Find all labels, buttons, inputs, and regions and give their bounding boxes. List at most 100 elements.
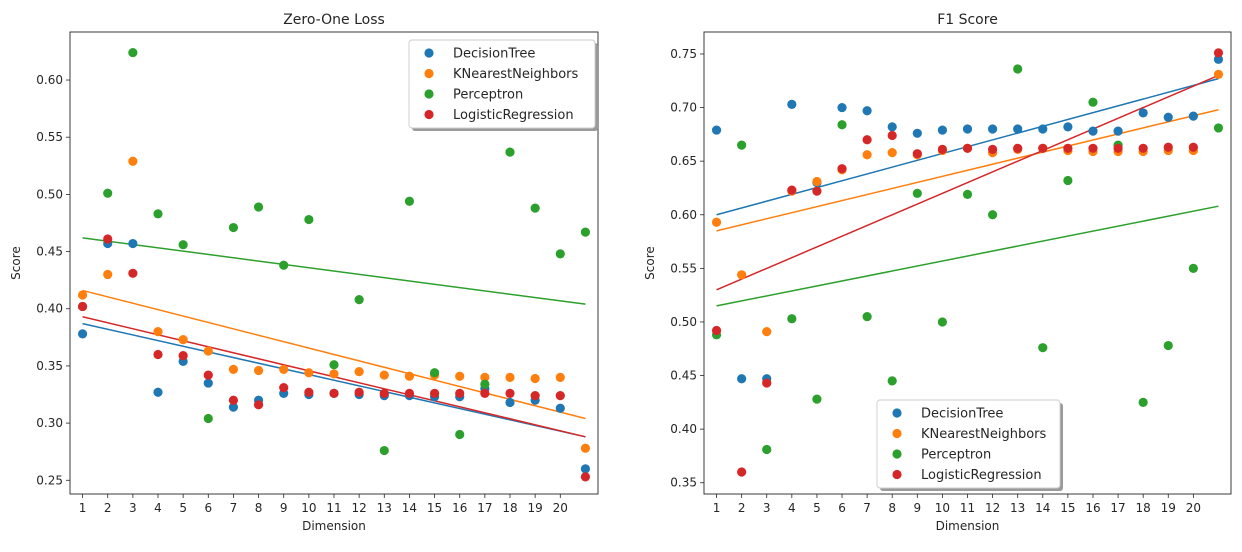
knearestneighbors-point [812,176,822,187]
knearestneighbors-point [128,156,138,166]
decisiontree-point [1163,112,1173,122]
y-tick-label: 0.35 [670,476,697,490]
x-tick-label: 17 [477,501,492,515]
knearestneighbors-point [862,150,872,160]
logisticregression-point [762,378,772,388]
perceptron-point [555,249,565,259]
decisiontree-point [77,329,88,339]
knearestneighbors-point [304,368,314,378]
y-tick-label: 0.50 [36,187,63,201]
y-tick-label: 0.40 [36,302,63,316]
logisticregression-point [737,467,747,477]
knearestneighbors-point [555,372,565,382]
perceptron-point [1038,343,1048,353]
decisiontree-point [1038,124,1048,134]
decisiontree-point [987,124,998,134]
perceptron-point [580,227,591,237]
logisticregression-point [1113,143,1123,153]
logisticregression-point [279,383,289,393]
knearestneighbors-legend-label: KNearestNeighbors [921,427,1047,442]
knearestneighbors-point [178,335,188,345]
perceptron-point [228,222,239,233]
decisiontree-point [887,122,897,132]
x-tick-label: 12 [985,501,1000,515]
x-tick-label: 8 [888,501,896,515]
perceptron-legend-marker [424,89,434,99]
y-tick-label: 0.25 [36,473,63,487]
perceptron-point [304,214,314,225]
x-tick-label: 13 [377,501,392,515]
knearestneighbors-point [1213,69,1224,79]
x-tick-label: 12 [352,501,367,515]
decisiontree-point [1113,126,1123,136]
knearestneighbors-point [762,327,772,337]
knearestneighbors-point [203,346,213,356]
knearestneighbors-point [711,217,722,227]
perceptron-point [937,317,948,327]
x-tick-label: 10 [935,501,950,515]
decisiontree-point [962,124,973,134]
logisticregression-point [1013,143,1023,153]
knearestneighbors-point [77,290,88,300]
perceptron-point [812,394,822,404]
logisticregression-point [1038,143,1048,153]
y-tick-label: 0.50 [670,315,697,329]
perceptron-trend-line [716,205,1219,307]
decisiontree-point [1138,108,1148,118]
x-tick-label: 16 [1085,501,1100,515]
perceptron-trend-line [82,237,586,305]
logisticregression-point [203,370,213,380]
knearestneighbors-point [480,372,490,382]
logisticregression-legend-marker [892,469,902,480]
x-tick-label: 9 [280,501,288,515]
decisiontree-legend-marker [892,408,902,418]
perceptron-point [787,314,797,324]
knearestneighbors-point [253,365,264,376]
knearestneighbors-legend-marker [892,428,902,439]
decisiontree-legend-label: DecisionTree [453,47,535,62]
knearestneighbors-point [279,364,289,374]
x-tick-label: 19 [528,501,543,515]
knearestneighbors-legend-marker [424,68,434,79]
decisiontree-point [228,402,239,412]
decisiontree-point [787,99,797,109]
axes-frame [69,31,599,495]
x-tick-label: 18 [502,501,517,515]
logisticregression-point [912,149,922,159]
axes-frame [703,31,1232,495]
perceptron-point [837,120,847,130]
perceptron-point [128,47,138,58]
knearestneighbors-point [103,269,113,280]
perceptron-point [329,360,339,370]
knearestneighbors-point [505,372,515,382]
logisticregression-legend-label: LogisticRegression [921,468,1042,483]
knearestneighbors-point [379,370,389,380]
perceptron-point [1063,175,1073,186]
logisticregression-point [1063,143,1073,153]
knearestneighbors-legend-label: KNearestNeighbors [453,67,579,82]
x-tick-label: 5 [813,501,821,515]
knearestneighbors-point [455,371,465,381]
perceptron-legend-label: Perceptron [453,88,523,103]
perceptron-point [862,311,872,322]
logisticregression-point [480,388,490,398]
legend-box [408,39,596,129]
y-tick-label: 0.30 [36,416,63,430]
knearestneighbors-point [153,327,163,337]
knearestneighbors-point [737,270,747,280]
logisticregression-point [128,268,138,278]
decisiontree-point [1063,122,1073,132]
perceptron-point [480,379,490,389]
x-tick-label: 5 [179,501,187,515]
perceptron-point [103,188,113,198]
logisticregression-trend-line [716,74,1219,291]
logisticregression-point [404,388,415,398]
logisticregression-point [555,391,565,401]
logisticregression-point [887,130,897,141]
x-tick-label: 16 [452,501,467,515]
legend: DecisionTree KNearestNeighbors Perceptron L… [408,39,598,131]
x-axis-label: Dimension [936,519,1000,533]
y-tick-label: 0.70 [670,101,697,115]
x-tick-label: 10 [301,501,316,515]
